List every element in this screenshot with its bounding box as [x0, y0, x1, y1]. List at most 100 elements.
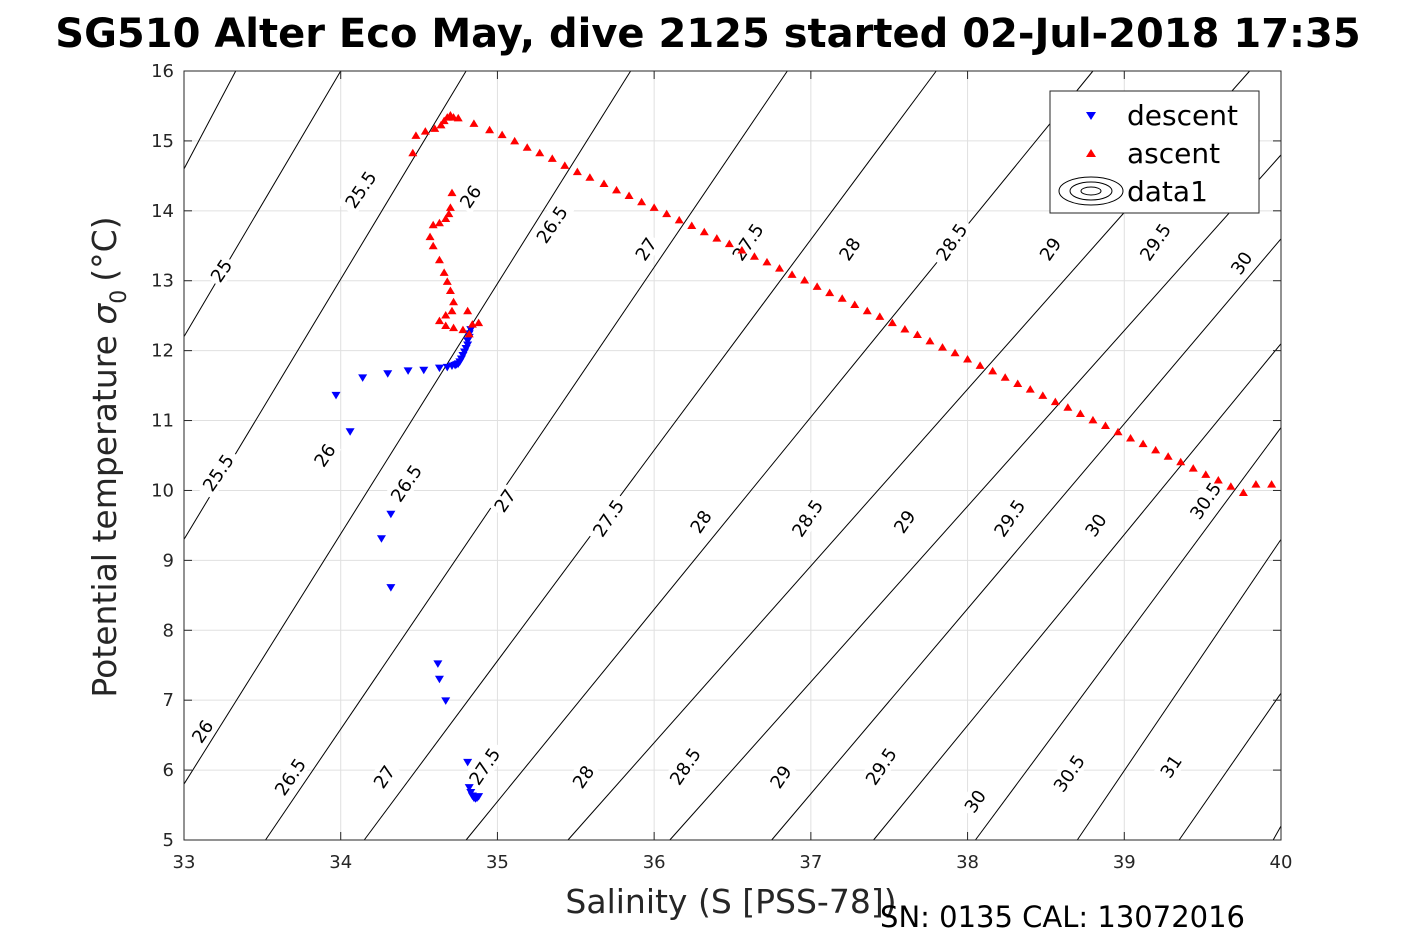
- ascent-point: [447, 188, 457, 197]
- ascent-point: [637, 197, 647, 206]
- ascent-point: [988, 366, 998, 375]
- ascent-point: [535, 148, 545, 157]
- ascent-point: [428, 220, 438, 229]
- contour-label-bg: [1131, 214, 1178, 269]
- density-contour-line: [1076, 539, 1282, 841]
- serial-calibration-note: SN: 0135 CAL: 13072016: [880, 900, 1245, 934]
- ascent-point: [445, 203, 455, 211]
- ascent-point: [975, 361, 985, 369]
- contour-label-bg: [763, 758, 798, 795]
- ascent-point: [420, 127, 430, 135]
- contour-label-bg: [1045, 746, 1092, 800]
- ascent-point: [1176, 457, 1186, 466]
- ascent-point: [800, 276, 810, 284]
- ascent-point: [434, 255, 444, 264]
- descent-point: [376, 535, 386, 543]
- ascent-point: [430, 124, 440, 132]
- ascent-point: [436, 120, 446, 129]
- ascent-point: [762, 257, 772, 266]
- descent-point: [383, 370, 393, 378]
- ascent-point: [1000, 373, 1010, 381]
- legend-ascent-marker: [1086, 149, 1096, 157]
- ascent-point: [1188, 464, 1198, 472]
- ascent-point: [434, 316, 444, 325]
- contour-label-bg: [887, 503, 922, 540]
- descent-point: [464, 784, 474, 792]
- contour-label-bg: [857, 739, 904, 793]
- descent-point: [433, 660, 443, 668]
- density-contour-line: [183, 70, 237, 170]
- x-tick-label: 36: [643, 852, 666, 873]
- ascent-point: [875, 312, 885, 320]
- ascent-point: [687, 221, 697, 229]
- contour-label-bg: [203, 252, 238, 289]
- ascent-point: [458, 325, 468, 334]
- ascent-point: [408, 148, 418, 157]
- ascent-point: [1267, 480, 1277, 488]
- ascent-point: [812, 282, 822, 290]
- contour-label-bg: [194, 445, 241, 500]
- ascent-point: [775, 264, 785, 272]
- density-contour-line: [363, 70, 937, 841]
- legend-descent-marker: [1086, 112, 1096, 120]
- ascent-point: [1163, 452, 1173, 460]
- y-tick-label: 5: [163, 830, 174, 851]
- density-contours: [183, 70, 1282, 841]
- descent-point: [441, 697, 451, 705]
- density-contour-line: [265, 70, 788, 841]
- x-tick-label: 38: [956, 852, 979, 873]
- density-contour-line: [669, 154, 1282, 841]
- x-tick-label: 34: [329, 852, 352, 873]
- ascent-point: [411, 131, 421, 139]
- ascent-point: [522, 143, 532, 151]
- ascent-point: [787, 270, 797, 278]
- contour-label-bg: [628, 230, 663, 267]
- chart-title: SG510 Alter Eco May, dive 2125 started 0…: [55, 11, 1360, 57]
- y-axis-label-sigma: σ: [85, 303, 124, 325]
- density-contour-line: [183, 70, 632, 785]
- contour-label-bg: [1181, 473, 1229, 528]
- ascent-point: [1075, 409, 1085, 418]
- ascent-point: [925, 336, 935, 345]
- descent-point: [434, 675, 444, 684]
- ascent-point: [572, 167, 582, 176]
- contour-label-bg: [487, 482, 522, 519]
- ascent-point: [442, 277, 452, 285]
- ascent-point: [912, 330, 922, 339]
- ascent-point: [453, 113, 463, 122]
- ascent-point: [585, 173, 595, 181]
- ascent-point: [1025, 385, 1035, 393]
- contour-label-bg: [985, 490, 1033, 545]
- ascent-point: [441, 310, 451, 319]
- descent-point: [419, 366, 429, 375]
- x-tick-label: 35: [486, 852, 509, 873]
- ascent-point: [1151, 445, 1161, 454]
- descent-point: [331, 391, 341, 400]
- descent-point: [463, 341, 473, 350]
- series-ascent: [408, 111, 1277, 497]
- contour-label-bg: [185, 713, 219, 749]
- ascent-point: [428, 241, 438, 250]
- descent-point: [463, 758, 473, 767]
- density-contour-line: [873, 343, 1282, 841]
- y-axis-ticks: 5 6 7 8 9 10 11 12 13 14 15 16: [151, 61, 1281, 851]
- contour-label-bg: [584, 490, 632, 545]
- contour-label-bg: [528, 197, 575, 252]
- contour-label-bg: [307, 437, 342, 473]
- descent-point: [386, 584, 396, 592]
- ascent-point: [485, 125, 495, 134]
- ascent-point: [445, 286, 455, 295]
- ascent-point: [950, 348, 960, 357]
- density-contour-line: [1272, 825, 1282, 841]
- ascent-point: [963, 355, 973, 363]
- ascent-point: [699, 227, 709, 236]
- ascent-point: [1050, 397, 1060, 406]
- ascent-point: [1100, 421, 1110, 429]
- ascent-point: [624, 191, 634, 199]
- ascent-point: [1038, 391, 1048, 399]
- ascent-point: [510, 136, 520, 145]
- ascent-point: [1126, 434, 1136, 442]
- x-tick-label: 33: [173, 852, 196, 873]
- ascent-point: [674, 215, 684, 224]
